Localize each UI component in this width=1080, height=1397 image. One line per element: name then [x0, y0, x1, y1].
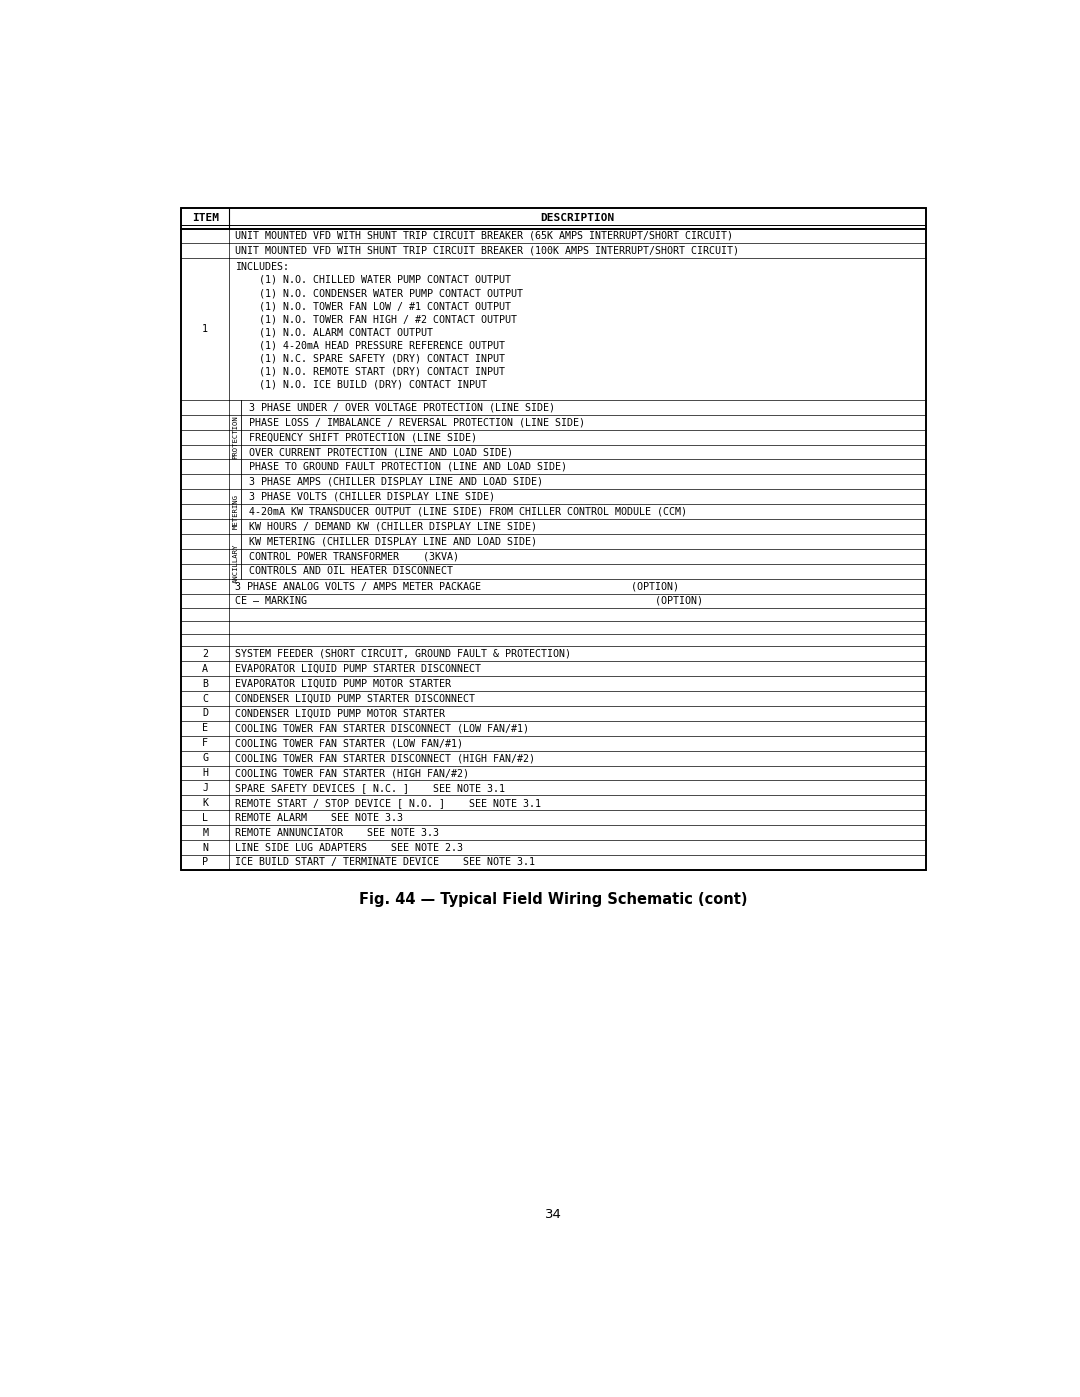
Text: UNIT MOUNTED VFD WITH SHUNT TRIP CIRCUIT BREAKER (100K AMPS INTERRUPT/SHORT CIRC: UNIT MOUNTED VFD WITH SHUNT TRIP CIRCUIT… [234, 246, 739, 256]
Text: SYSTEM FEEDER (SHORT CIRCUIT, GROUND FAULT & PROTECTION): SYSTEM FEEDER (SHORT CIRCUIT, GROUND FAU… [234, 648, 570, 659]
Text: CE – MARKING                                                          (OPTION): CE – MARKING (OPTION) [234, 597, 703, 606]
Text: C: C [202, 693, 208, 704]
Text: K: K [202, 798, 208, 807]
Text: E: E [202, 724, 208, 733]
Text: CONTROL POWER TRANSFORMER    (3KVA): CONTROL POWER TRANSFORMER (3KVA) [249, 552, 459, 562]
Text: F: F [202, 738, 208, 749]
Text: CONDENSER LIQUID PUMP STARTER DISCONNECT: CONDENSER LIQUID PUMP STARTER DISCONNECT [234, 693, 475, 704]
Text: 1: 1 [202, 324, 208, 334]
Text: METERING: METERING [232, 495, 239, 529]
Text: CONDENSER LIQUID PUMP MOTOR STARTER: CONDENSER LIQUID PUMP MOTOR STARTER [234, 708, 445, 718]
Text: 3 PHASE AMPS (CHILLER DISPLAY LINE AND LOAD SIDE): 3 PHASE AMPS (CHILLER DISPLAY LINE AND L… [249, 476, 543, 486]
Text: 4-20mA KW TRANSDUCER OUTPUT (LINE SIDE) FROM CHILLER CONTROL MODULE (CCM): 4-20mA KW TRANSDUCER OUTPUT (LINE SIDE) … [249, 507, 687, 517]
Text: M: M [202, 827, 208, 838]
Text: P: P [202, 858, 208, 868]
Text: J: J [202, 782, 208, 793]
Text: (1) N.O. ALARM CONTACT OUTPUT: (1) N.O. ALARM CONTACT OUTPUT [234, 327, 433, 337]
Text: COOLING TOWER FAN STARTER (HIGH FAN/#2): COOLING TOWER FAN STARTER (HIGH FAN/#2) [234, 768, 469, 778]
Text: KW METERING (CHILLER DISPLAY LINE AND LOAD SIDE): KW METERING (CHILLER DISPLAY LINE AND LO… [249, 536, 537, 546]
Text: KW HOURS / DEMAND KW (CHILLER DISPLAY LINE SIDE): KW HOURS / DEMAND KW (CHILLER DISPLAY LI… [249, 521, 537, 531]
Text: EVAPORATOR LIQUID PUMP STARTER DISCONNECT: EVAPORATOR LIQUID PUMP STARTER DISCONNEC… [234, 664, 481, 673]
Text: (1) N.O. TOWER FAN LOW / #1 CONTACT OUTPUT: (1) N.O. TOWER FAN LOW / #1 CONTACT OUTP… [234, 302, 511, 312]
Text: OVER CURRENT PROTECTION (LINE AND LOAD SIDE): OVER CURRENT PROTECTION (LINE AND LOAD S… [249, 447, 513, 457]
Text: (1) N.O. CONDENSER WATER PUMP CONTACT OUTPUT: (1) N.O. CONDENSER WATER PUMP CONTACT OU… [234, 288, 523, 298]
Text: B: B [202, 679, 208, 689]
Text: Fig. 44 — Typical Field Wiring Schematic (cont): Fig. 44 — Typical Field Wiring Schematic… [360, 891, 747, 907]
Text: ITEM: ITEM [192, 214, 219, 224]
Text: D: D [202, 708, 208, 718]
Text: ICE BUILD START / TERMINATE DEVICE    SEE NOTE 3.1: ICE BUILD START / TERMINATE DEVICE SEE N… [234, 858, 535, 868]
Text: (1) N.O. ICE BUILD (DRY) CONTACT INPUT: (1) N.O. ICE BUILD (DRY) CONTACT INPUT [234, 380, 487, 390]
Text: DESCRIPTION: DESCRIPTION [541, 214, 615, 224]
Text: (1) N.O. TOWER FAN HIGH / #2 CONTACT OUTPUT: (1) N.O. TOWER FAN HIGH / #2 CONTACT OUT… [234, 314, 516, 324]
Text: CONTROLS AND OIL HEATER DISCONNECT: CONTROLS AND OIL HEATER DISCONNECT [249, 566, 454, 576]
Text: (1) N.C. SPARE SAFETY (DRY) CONTACT INPUT: (1) N.C. SPARE SAFETY (DRY) CONTACT INPU… [234, 353, 504, 363]
Text: PHASE TO GROUND FAULT PROTECTION (LINE AND LOAD SIDE): PHASE TO GROUND FAULT PROTECTION (LINE A… [249, 462, 567, 472]
Text: COOLING TOWER FAN STARTER (LOW FAN/#1): COOLING TOWER FAN STARTER (LOW FAN/#1) [234, 738, 462, 749]
Bar [181, 208, 926, 870]
Text: H: H [202, 768, 208, 778]
Text: L: L [202, 813, 208, 823]
Text: (1) N.O. REMOTE START (DRY) CONTACT INPUT: (1) N.O. REMOTE START (DRY) CONTACT INPU… [234, 366, 504, 377]
Text: 3 PHASE VOLTS (CHILLER DISPLAY LINE SIDE): 3 PHASE VOLTS (CHILLER DISPLAY LINE SIDE… [249, 492, 496, 502]
Text: EVAPORATOR LIQUID PUMP MOTOR STARTER: EVAPORATOR LIQUID PUMP MOTOR STARTER [234, 679, 450, 689]
Text: N: N [202, 842, 208, 852]
Text: INCLUDES:: INCLUDES: [234, 261, 288, 272]
Text: (1) 4-20mA HEAD PRESSURE REFERENCE OUTPUT: (1) 4-20mA HEAD PRESSURE REFERENCE OUTPU… [234, 341, 504, 351]
Text: (1) N.O. CHILLED WATER PUMP CONTACT OUTPUT: (1) N.O. CHILLED WATER PUMP CONTACT OUTP… [234, 275, 511, 285]
Text: REMOTE START / STOP DEVICE [ N.O. ]    SEE NOTE 3.1: REMOTE START / STOP DEVICE [ N.O. ] SEE … [234, 798, 541, 807]
Text: FREQUENCY SHIFT PROTECTION (LINE SIDE): FREQUENCY SHIFT PROTECTION (LINE SIDE) [249, 432, 477, 441]
Text: 2: 2 [202, 648, 208, 659]
Text: 3 PHASE UNDER / OVER VOLTAGE PROTECTION (LINE SIDE): 3 PHASE UNDER / OVER VOLTAGE PROTECTION … [249, 402, 555, 412]
Text: SPARE SAFETY DEVICES [ N.C. ]    SEE NOTE 3.1: SPARE SAFETY DEVICES [ N.C. ] SEE NOTE 3… [234, 782, 504, 793]
Text: 3 PHASE ANALOG VOLTS / AMPS METER PACKAGE                         (OPTION): 3 PHASE ANALOG VOLTS / AMPS METER PACKAG… [234, 581, 678, 591]
Text: A: A [202, 664, 208, 673]
Text: REMOTE ANNUNCIATOR    SEE NOTE 3.3: REMOTE ANNUNCIATOR SEE NOTE 3.3 [234, 827, 438, 838]
Text: PHASE LOSS / IMBALANCE / REVERSAL PROTECTION (LINE SIDE): PHASE LOSS / IMBALANCE / REVERSAL PROTEC… [249, 418, 585, 427]
Text: UNIT MOUNTED VFD WITH SHUNT TRIP CIRCUIT BREAKER (65K AMPS INTERRUPT/SHORT CIRCU: UNIT MOUNTED VFD WITH SHUNT TRIP CIRCUIT… [234, 231, 732, 242]
Text: 34: 34 [545, 1208, 562, 1221]
Text: G: G [202, 753, 208, 763]
Text: COOLING TOWER FAN STARTER DISCONNECT (HIGH FAN/#2): COOLING TOWER FAN STARTER DISCONNECT (HI… [234, 753, 535, 763]
Text: COOLING TOWER FAN STARTER DISCONNECT (LOW FAN/#1): COOLING TOWER FAN STARTER DISCONNECT (LO… [234, 724, 529, 733]
Text: REMOTE ALARM    SEE NOTE 3.3: REMOTE ALARM SEE NOTE 3.3 [234, 813, 403, 823]
Bar [181, 208, 926, 870]
Text: PROTECTION: PROTECTION [232, 415, 239, 460]
Text: LINE SIDE LUG ADAPTERS    SEE NOTE 2.3: LINE SIDE LUG ADAPTERS SEE NOTE 2.3 [234, 842, 462, 852]
Text: ANCILLARY: ANCILLARY [232, 543, 239, 584]
